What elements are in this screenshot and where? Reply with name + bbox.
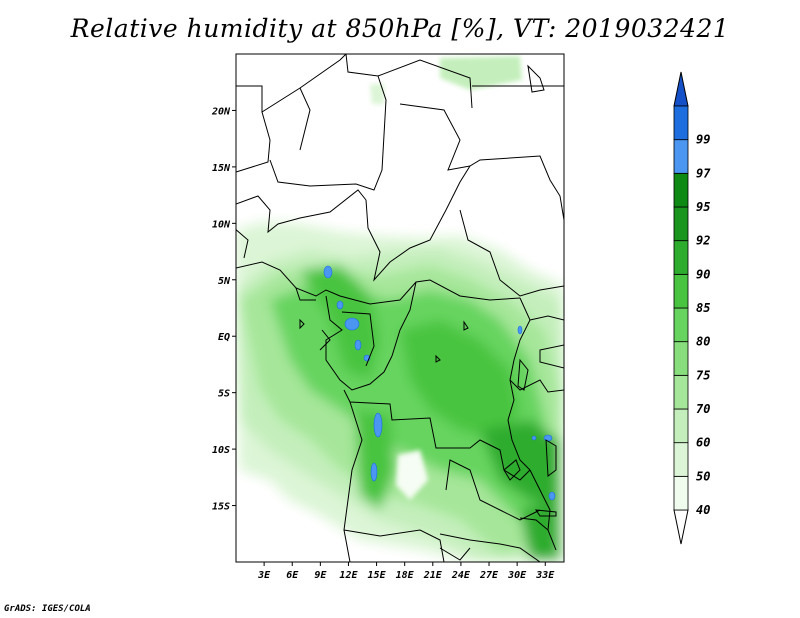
country-borders [236,54,564,562]
longitude-labels: 3E 6E 9E 12E 15E 18E 21E 24E 27E 30E 33E [257,562,555,581]
lat-label: EQ [218,332,230,343]
lon-label: 27E [479,570,499,581]
colorbar-label: 99 [696,133,710,147]
lat-label: 15S [212,502,230,513]
lat-label: 5S [218,389,230,400]
colorbar-label: 90 [696,267,710,281]
lon-label: 18E [396,570,415,581]
colorbar-label: 80 [696,335,710,349]
colorbar-bottom-arrow [673,509,689,545]
colorbar-label: 85 [696,301,710,315]
colorbar-segment [673,172,689,208]
colorbar-segment [673,206,689,242]
colorbar-label: 60 [696,436,710,450]
lat-label: 10S [212,445,230,456]
colorbar-top-arrow [673,71,689,107]
lon-label: 21E [423,570,443,581]
colorbar-segment [673,139,689,174]
colorbar-segment [673,273,689,309]
colorbar-segment [673,341,689,376]
lon-label: 3E [257,570,271,581]
colorbar-label: 50 [696,469,710,483]
colorbar-label: 97 [696,166,711,180]
colorbar-label: 70 [696,402,710,416]
lon-label: 6E [286,570,299,581]
colorbar-segment [673,240,689,275]
lat-label: 15N [212,163,231,174]
lon-label: 12E [339,570,358,581]
lon-label: 24E [451,570,471,581]
colorbar-segment [673,442,689,477]
lat-label: 20N [211,106,231,117]
lat-label: 10N [212,219,231,230]
latitude-labels: 20N 15N 10N 5N EQ 5S 10S 15S [211,106,236,513]
colorbar: 40 50 60 70 75 80 85 90 92 95 97 99 [673,71,711,545]
map-title: Relative humidity at 850hPa [%], VT: 201… [70,14,730,43]
lon-label: 30E [507,570,527,581]
colorbar-segment [673,475,689,511]
grads-credit: GrADS: IGES/COLA [4,604,91,614]
humidity-field [236,54,564,562]
lat-label: 5N [218,276,231,287]
colorbar-label: 40 [696,503,710,517]
colorbar-label: 75 [696,368,710,382]
map-frame [235,53,565,563]
colorbar-label: 92 [696,234,710,248]
colorbar-segment [673,105,689,141]
colorbar-label: 95 [696,200,710,214]
lon-label: 9E [314,570,327,581]
lon-label: 33E [535,570,555,581]
lon-label: 15E [368,570,387,581]
colorbar-segment [673,307,689,343]
colorbar-segment [673,374,689,410]
colorbar-segment [673,408,689,444]
